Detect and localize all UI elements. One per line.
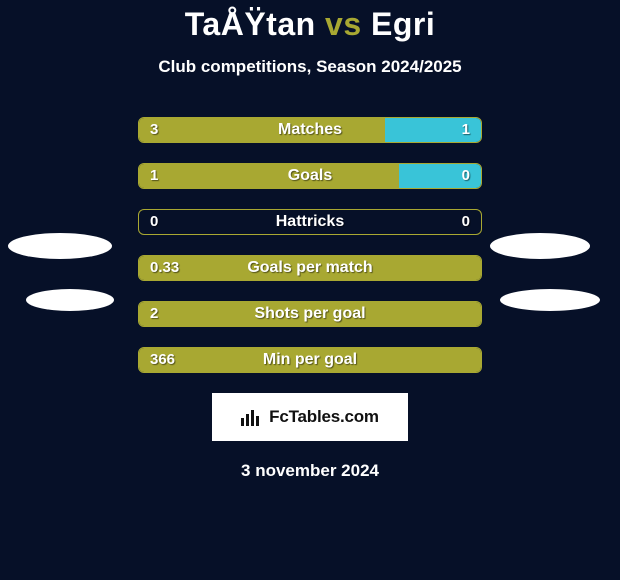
- bar-left: [139, 164, 399, 188]
- brand-logo: FcTables.com: [212, 393, 408, 441]
- stats-area: 3 1 Matches 1 0 Goals 0 0 Hattricks: [0, 117, 620, 373]
- vs-separator: vs: [325, 6, 362, 42]
- bar-track: [138, 301, 482, 327]
- stat-value-left: 1: [150, 163, 158, 189]
- stat-value-right: 0: [462, 163, 470, 189]
- stat-value-left: 0.33: [150, 255, 179, 281]
- bar-left: [139, 302, 481, 326]
- date-label: 3 november 2024: [0, 461, 620, 481]
- bar-chart-icon: [241, 408, 263, 426]
- bar-track: [138, 117, 482, 143]
- bar-left: [139, 118, 385, 142]
- stats-card: TaÅŸtan vs Egri Club competitions, Seaso…: [0, 0, 620, 481]
- bar-track: [138, 347, 482, 373]
- brand-text: FcTables.com: [269, 407, 379, 427]
- bar-left: [139, 348, 481, 372]
- stat-value-left: 0: [150, 209, 158, 235]
- bar-left: [139, 256, 481, 280]
- bar-track: [138, 255, 482, 281]
- player-right-name: Egri: [371, 6, 435, 42]
- stat-value-left: 2: [150, 301, 158, 327]
- stat-value-right: 0: [462, 209, 470, 235]
- stat-row: 3 1 Matches: [0, 117, 620, 143]
- player-left-name: TaÅŸtan: [185, 6, 316, 42]
- stat-row: 0 0 Hattricks: [0, 209, 620, 235]
- stat-row: 366 Min per goal: [0, 347, 620, 373]
- bar-track: [138, 209, 482, 235]
- stat-value-right: 1: [462, 117, 470, 143]
- subtitle: Club competitions, Season 2024/2025: [0, 57, 620, 77]
- stat-value-left: 3: [150, 117, 158, 143]
- stat-row: 0.33 Goals per match: [0, 255, 620, 281]
- stat-row: 1 0 Goals: [0, 163, 620, 189]
- stat-value-left: 366: [150, 347, 175, 373]
- page-title: TaÅŸtan vs Egri: [0, 6, 620, 43]
- stat-row: 2 Shots per goal: [0, 301, 620, 327]
- bar-track: [138, 163, 482, 189]
